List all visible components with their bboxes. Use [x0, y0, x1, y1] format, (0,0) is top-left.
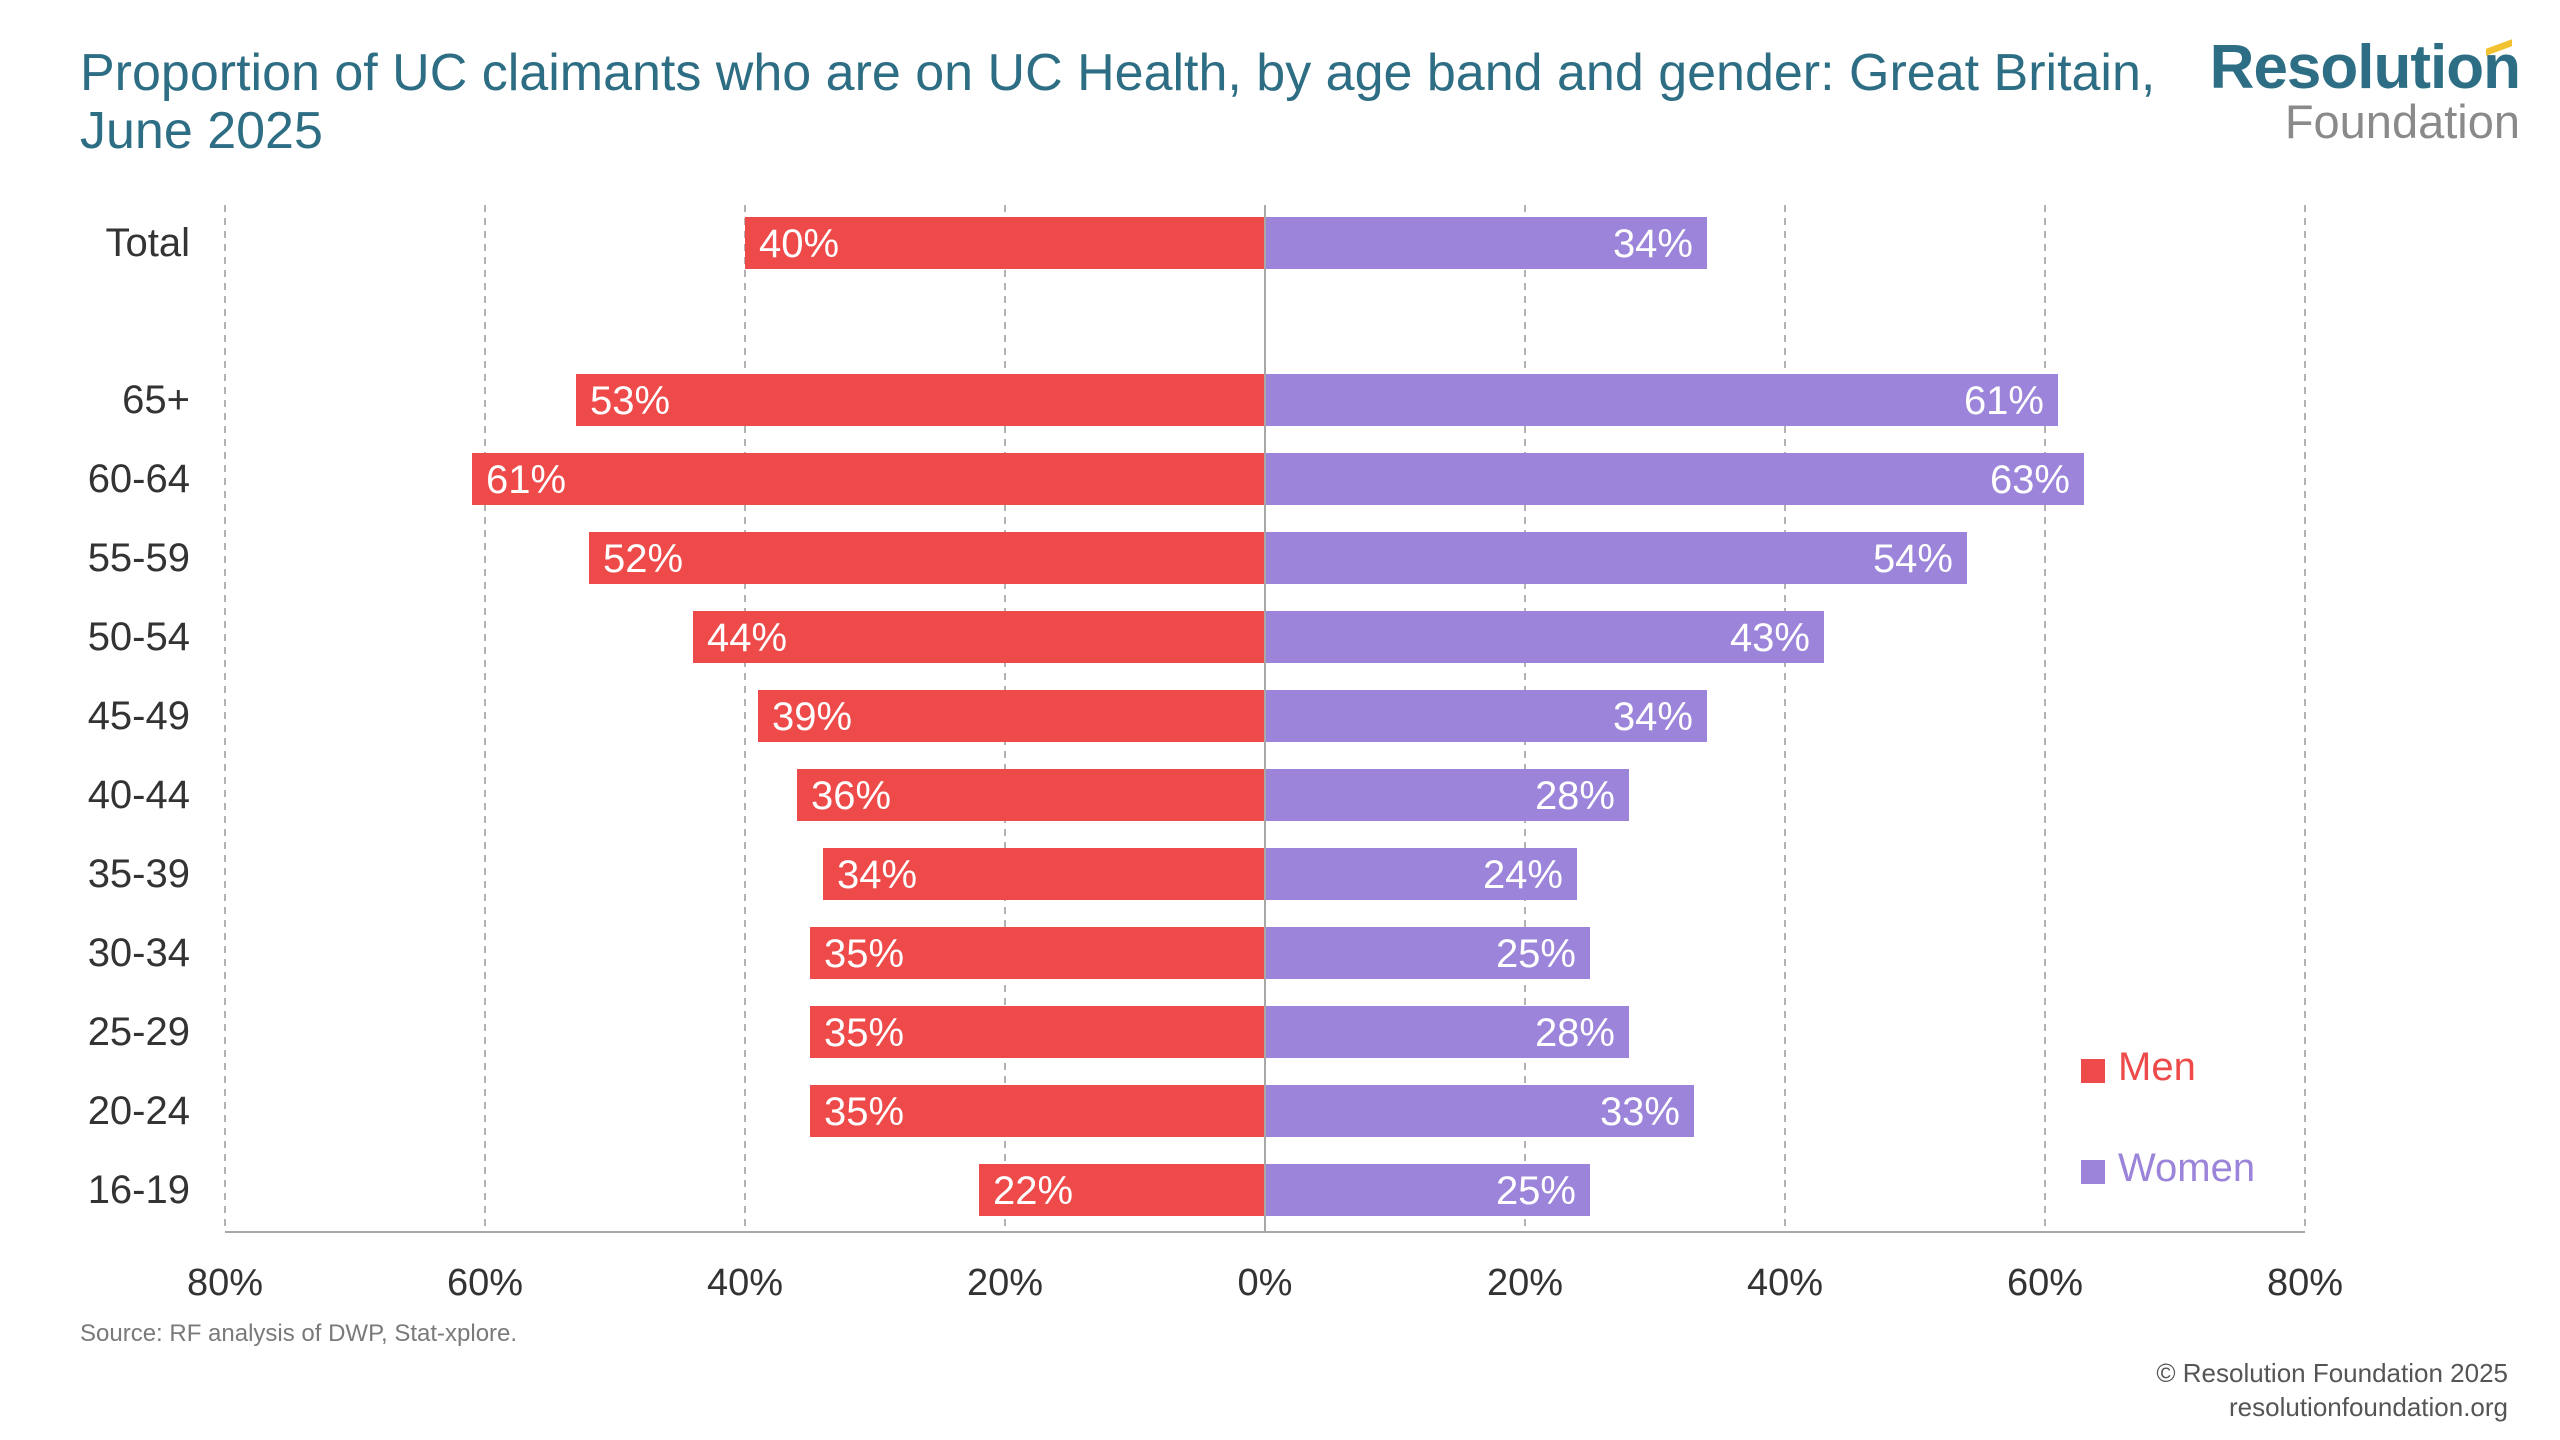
data-label-men: 61% — [486, 458, 566, 502]
category-label: 16-19 — [88, 1168, 190, 1212]
data-label-women: 28% — [1535, 774, 1615, 818]
legend-swatch-women — [2081, 1160, 2105, 1184]
bar-men — [810, 927, 1265, 979]
data-label-women: 61% — [1964, 379, 2044, 423]
bar-women — [1265, 1164, 1590, 1216]
bar-women — [1265, 848, 1577, 900]
category-label: 45-49 — [88, 694, 190, 738]
labels: Total 40% 34% 65+ 53% 61% 60-64 61% 63% 55-59 52% 5… — [88, 221, 2070, 1213]
data-label-men: 35% — [824, 1090, 904, 1134]
bar-men — [693, 611, 1265, 663]
bar-men — [758, 690, 1265, 742]
footer: © Resolution Foundation 2025 resolutionf… — [2156, 1356, 2508, 1424]
website-text: resolutionfoundation.org — [2229, 1392, 2508, 1422]
resolution-foundation-logo: Resolution Foundation — [2209, 33, 2521, 148]
category-label: 55-59 — [88, 536, 190, 580]
bar-women — [1265, 532, 1967, 584]
category-label: 25-29 — [88, 1010, 190, 1054]
bar-men — [979, 1164, 1265, 1216]
bar-men — [810, 1085, 1265, 1137]
x-tick-label: 20% — [1487, 1262, 1563, 1304]
category-label: 50-54 — [88, 615, 190, 659]
logo-line-2: Foundation — [2284, 95, 2520, 148]
data-label-women: 25% — [1496, 932, 1576, 976]
data-label-women: 34% — [1613, 222, 1693, 266]
chart-title: Proportion of UC claimants who are on UC… — [80, 44, 2156, 160]
data-label-women: 63% — [1990, 458, 2070, 502]
x-tick-label: 20% — [967, 1262, 1043, 1304]
category-label: 20-24 — [88, 1089, 190, 1133]
x-tick-label: 40% — [1747, 1262, 1823, 1304]
bar-women — [1265, 217, 1707, 269]
bar-women — [1265, 1006, 1629, 1058]
x-tick-label: 0% — [1238, 1262, 1293, 1304]
bar-men — [810, 1006, 1265, 1058]
x-tick-label: 60% — [2007, 1262, 2083, 1304]
data-label-women: 33% — [1600, 1090, 1680, 1134]
category-label: 60-64 — [88, 457, 190, 501]
category-label: 40-44 — [88, 773, 190, 817]
data-label-men: 35% — [824, 932, 904, 976]
data-label-men: 39% — [772, 695, 852, 739]
data-label-women: 54% — [1873, 537, 1953, 581]
bar-men — [589, 532, 1265, 584]
bar-women — [1265, 927, 1590, 979]
bar-men — [745, 217, 1265, 269]
data-label-men: 40% — [759, 222, 839, 266]
legend: Men Women — [2081, 1045, 2255, 1190]
bar-men — [797, 769, 1265, 821]
data-label-men: 44% — [707, 616, 787, 660]
legend-label-men: Men — [2118, 1045, 2196, 1089]
x-tick-label: 60% — [447, 1262, 523, 1304]
x-tick-label: 80% — [187, 1262, 263, 1304]
data-label-women: 24% — [1483, 853, 1563, 897]
copyright-text: © Resolution Foundation 2025 — [2156, 1358, 2508, 1388]
x-tick-label: 80% — [2267, 1262, 2343, 1304]
data-label-men: 35% — [824, 1011, 904, 1055]
data-label-women: 25% — [1496, 1169, 1576, 1213]
data-label-men: 53% — [590, 379, 670, 423]
bar-men — [823, 848, 1265, 900]
data-label-men: 22% — [993, 1169, 1073, 1213]
bars — [472, 217, 2084, 1216]
data-label-women: 28% — [1535, 1011, 1615, 1055]
axes: 80% 60% 40% 20% 0% 20% 40% 60% 80% — [187, 205, 2343, 1304]
data-label-men: 36% — [811, 774, 891, 818]
bar-women — [1265, 769, 1629, 821]
bar-men — [576, 374, 1265, 426]
bar-men — [472, 453, 1265, 505]
data-label-women: 34% — [1613, 695, 1693, 739]
category-label: 35-39 — [88, 852, 190, 896]
legend-label-women: Women — [2118, 1146, 2255, 1190]
source-note: Source: RF analysis of DWP, Stat-xplore. — [80, 1320, 518, 1347]
bar-women — [1265, 611, 1824, 663]
category-label: 65+ — [122, 378, 190, 422]
data-label-women: 43% — [1730, 616, 1810, 660]
legend-swatch-men — [2081, 1059, 2105, 1083]
bar-women — [1265, 1085, 1694, 1137]
category-label: Total — [106, 221, 191, 265]
logo-line-1: Resolution — [2209, 33, 2521, 102]
data-label-men: 34% — [837, 853, 917, 897]
category-label: 30-34 — [88, 931, 190, 975]
x-tick-label: 40% — [707, 1262, 783, 1304]
bar-women — [1265, 453, 2084, 505]
data-label-men: 52% — [603, 537, 683, 581]
bar-women — [1265, 374, 2058, 426]
bar-women — [1265, 690, 1707, 742]
